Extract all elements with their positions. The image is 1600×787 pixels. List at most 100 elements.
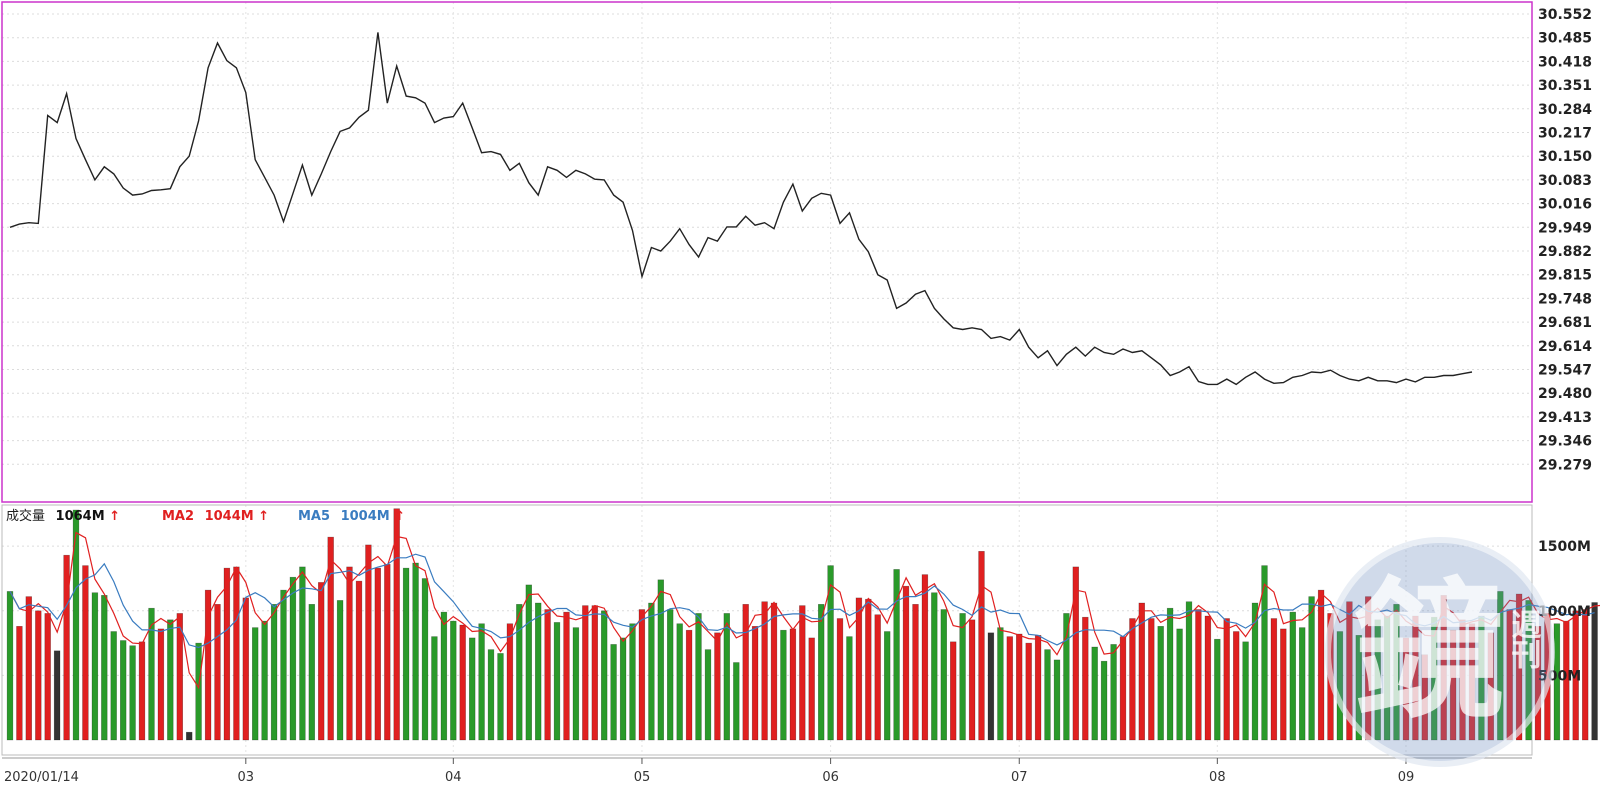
volume-bar [534, 602, 542, 741]
volume-bar [629, 623, 636, 741]
volume-bar [336, 600, 344, 741]
price-y-tick-label: 30.083 [1538, 173, 1592, 189]
volume-bar [138, 641, 146, 741]
price-y-tick-label: 30.016 [1538, 197, 1592, 213]
price-y-tick-label: 29.815 [1538, 268, 1592, 284]
volume-bar [695, 613, 702, 741]
volume-bar [1185, 601, 1193, 741]
price-gridlines [2, 2, 1532, 502]
volume-bar [893, 569, 900, 741]
volume-bar [949, 641, 957, 741]
volume-bar [355, 580, 363, 741]
volume-bar [1582, 609, 1589, 741]
volume-bar [299, 566, 306, 741]
volume-bar [195, 642, 202, 741]
volume-bar [374, 567, 381, 741]
volume-bar [1119, 636, 1127, 741]
volume-bar [1034, 634, 1042, 741]
volume-bar [308, 603, 315, 741]
volume-bar [685, 629, 693, 741]
volume-bar [1072, 566, 1080, 741]
volume-bar [25, 596, 32, 741]
volume-bar [1308, 596, 1315, 741]
x-month-labels: 03 04 05 06 07 08 09 [238, 758, 1415, 785]
volume-bar [591, 605, 599, 741]
volume-bar [1025, 642, 1032, 741]
volume-bar [1006, 636, 1014, 741]
volume-bar [468, 637, 476, 741]
volume-bar [865, 598, 872, 741]
volume-bar [610, 644, 617, 741]
volume-bar [987, 632, 995, 741]
volume-bar [582, 605, 589, 741]
volume-bar [657, 579, 665, 741]
volume-bar [421, 578, 429, 741]
volume-bar [167, 619, 174, 741]
volume-bar [157, 628, 165, 741]
volume-bar [940, 609, 948, 741]
volume-bar [412, 562, 419, 741]
volume-bar [1563, 620, 1570, 741]
volume-bar [393, 508, 400, 741]
price-y-tick-label: 30.485 [1538, 31, 1592, 47]
volume-bar [327, 536, 334, 741]
volume-bar [252, 627, 259, 741]
volume-bar [402, 567, 410, 741]
price-y-tick-label: 30.217 [1538, 126, 1592, 142]
volume-bar [1280, 628, 1287, 741]
x-month-label: 06 [822, 770, 839, 785]
x-month-label: 05 [634, 770, 651, 785]
volume-bar [931, 592, 938, 741]
svg-text:MA2 1044M ↑: MA2 1044M ↑ [162, 509, 269, 524]
volume-bar [817, 603, 825, 741]
volume-bar [506, 623, 514, 741]
volume-bar [233, 566, 240, 741]
price-y-tick-label: 29.547 [1538, 363, 1592, 379]
volume-bar [1015, 633, 1023, 741]
price-panel-frame [1, 1, 1533, 503]
volume-bar [1157, 625, 1164, 741]
volume-bar [1166, 607, 1174, 741]
volume-bar [440, 611, 448, 741]
volume-bar [1591, 602, 1598, 741]
volume-bar [1242, 641, 1249, 741]
svg-text:MA5 1004M ↑: MA5 1004M ↑ [298, 509, 405, 524]
price-y-tick-label: 29.949 [1538, 220, 1592, 236]
volume-bar [638, 609, 646, 741]
volume-bar [1082, 616, 1089, 741]
volume-bar [1044, 649, 1051, 741]
volume-bar [82, 565, 89, 741]
volume-bar [572, 627, 580, 741]
volume-bar [487, 649, 495, 741]
volume-bar [242, 597, 249, 741]
price-y-tick-label: 30.351 [1538, 78, 1592, 94]
volume-bar [120, 640, 127, 741]
price-y-tick-label: 29.279 [1538, 457, 1592, 473]
volume-bar [855, 597, 863, 741]
volume-bar [1233, 631, 1240, 741]
volume-bar [836, 618, 844, 741]
legend-ma2-label: MA2 [162, 509, 194, 524]
volume-bar [1270, 618, 1278, 741]
volume-bar [676, 623, 683, 741]
volume-bar [148, 607, 155, 741]
volume-bar [1204, 615, 1212, 741]
price-y-tick-label: 29.413 [1538, 410, 1592, 426]
x-month-label: 03 [238, 770, 255, 785]
watermark-glyph: 鏡 [1354, 565, 1504, 739]
volume-bars [6, 508, 1598, 741]
x-month-label: 09 [1398, 770, 1415, 785]
volume-bar [1138, 602, 1146, 741]
volume-bar [1176, 628, 1183, 741]
volume-bar [959, 613, 966, 741]
volume-bar [53, 650, 61, 741]
volume-bar [751, 625, 759, 741]
x-month-label: 04 [445, 770, 462, 785]
price-y-tick-label: 30.150 [1538, 149, 1592, 165]
volume-bar [101, 594, 108, 741]
volume-bar [619, 637, 627, 741]
volume-bar [1223, 618, 1230, 741]
price-y-tick-label: 30.284 [1538, 102, 1592, 118]
volume-bar [761, 601, 768, 741]
volume-bar [35, 610, 42, 741]
